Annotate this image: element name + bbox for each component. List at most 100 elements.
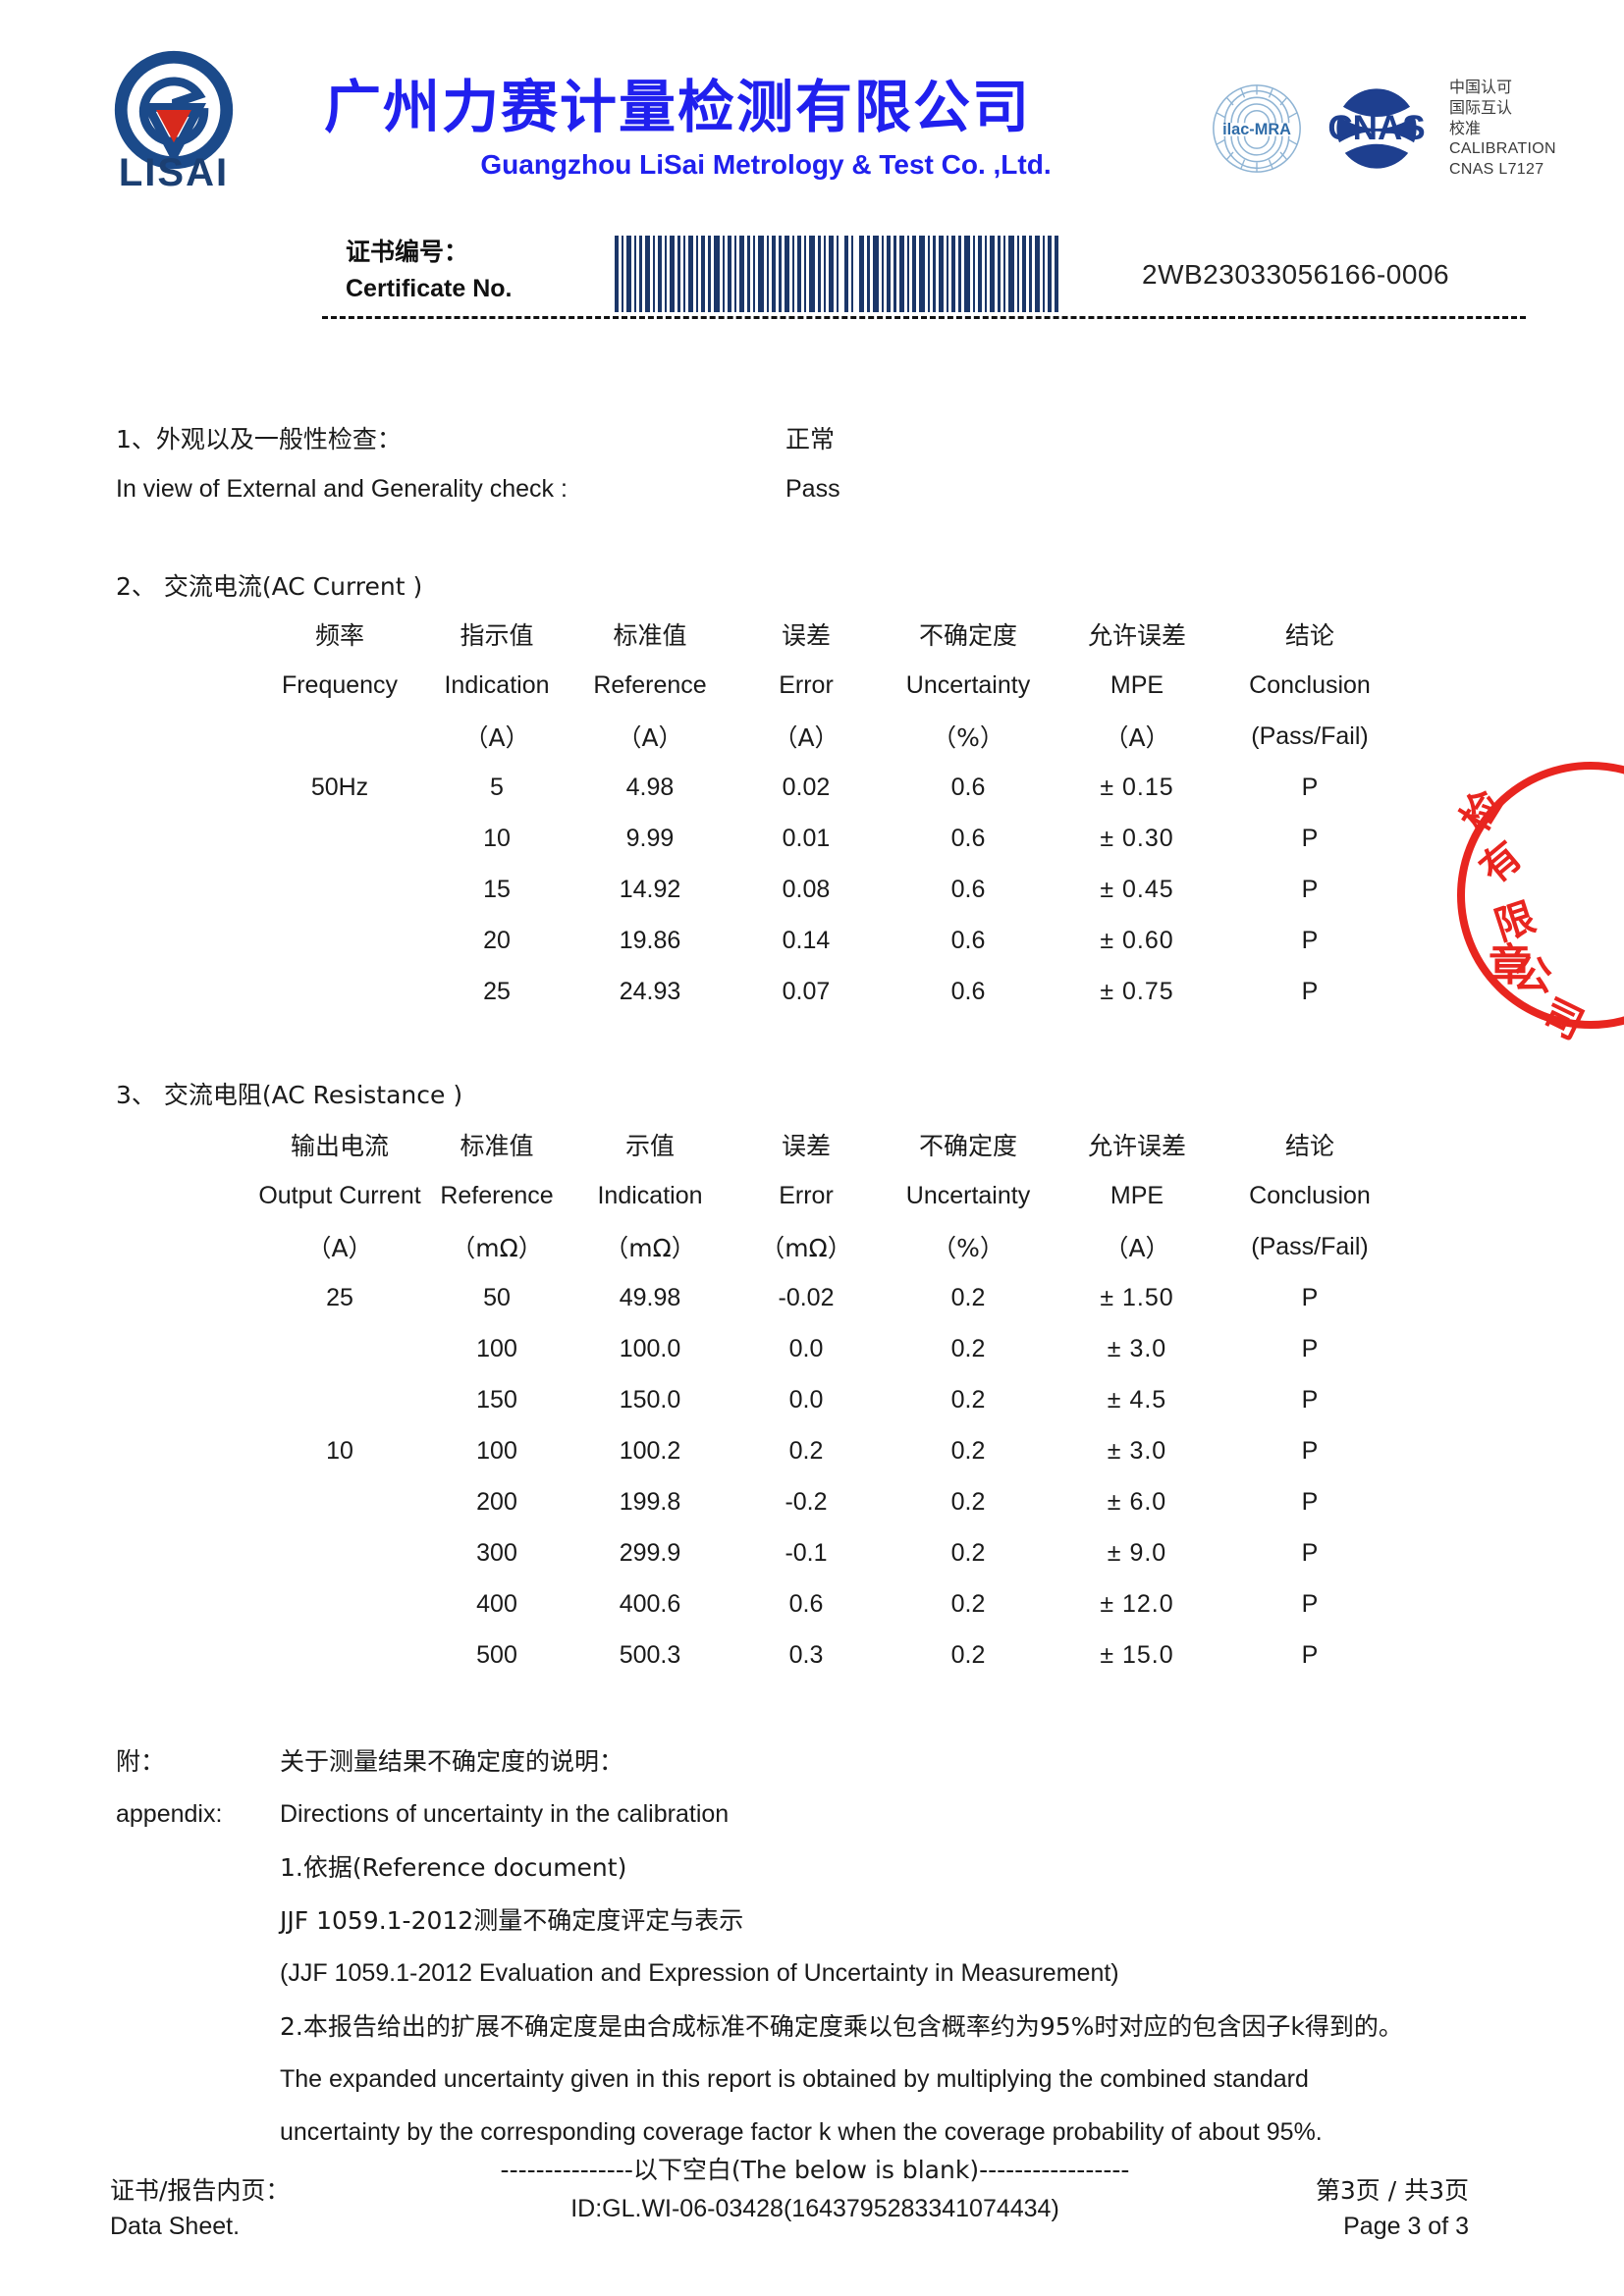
svg-text:限: 限 [1489, 894, 1541, 949]
header-en-output-current: Output Current [258, 1181, 421, 1209]
company-seal-stamp: 检 有 限 公 司 章 [1452, 762, 1624, 1042]
cell-error: 0.07 [782, 977, 831, 1005]
cell-conclusion: P [1301, 926, 1319, 954]
appendix-line-1: 1.依据(Reference document) [280, 1853, 627, 1882]
cell-mpe: ± 3.0 [1107, 1334, 1167, 1362]
svg-text:公: 公 [1511, 952, 1553, 1000]
footer-page-cn: 第3页 / 共3页 [1315, 2176, 1469, 2205]
unit-mpe: （A） [1104, 1234, 1170, 1262]
cell-indication: 500.3 [619, 1640, 681, 1669]
cell-uncertainty: 0.2 [950, 1283, 986, 1311]
header-en-mpe: MPE [1110, 670, 1164, 699]
cell-error: 0.08 [782, 875, 831, 903]
cell-indication: 49.98 [619, 1283, 681, 1311]
cell-output-current [257, 1578, 422, 1629]
footer-document-id: ID:GL.WI-06-03428(1643795283341074434) [570, 2194, 1059, 2222]
cell-uncertainty: 0.6 [950, 977, 986, 1005]
cell-output-current [257, 1527, 422, 1578]
footer-blank-notice: ---------------以下空白(The below is blank)-… [500, 2156, 1130, 2184]
appendix-line-5: The expanded uncertainty given in this r… [280, 2065, 1309, 2093]
cell-reference: 300 [476, 1538, 517, 1567]
table-row: 200 199.8 -0.2 0.2 ± 6.0 P [257, 1476, 1398, 1527]
header-en-conclusion: Conclusion [1249, 670, 1371, 699]
svg-text:有: 有 [1472, 833, 1531, 893]
section1-title-en: In view of External and Generality check… [116, 475, 568, 503]
certificate-number-value: 2WB23033056166-0006 [1142, 259, 1450, 290]
cell-uncertainty: 0.2 [950, 1487, 986, 1516]
cell-uncertainty: 0.2 [950, 1436, 986, 1465]
ilac-mra-icon: ilac-MRA [1213, 83, 1301, 173]
appendix-label-cn: 附： [116, 1747, 166, 1776]
cell-uncertainty: 0.2 [950, 1640, 986, 1669]
header-en-uncertainty: Uncertainty [905, 1181, 1031, 1209]
cnas-logo-icon: CNAS [1327, 88, 1426, 169]
table-header-row-en: Output Current Reference Indication Erro… [257, 1170, 1398, 1221]
appendix-title-en: Directions of uncertainty in the calibra… [280, 1800, 730, 1828]
table-row: 25 50 49.98 -0.02 0.2 ± 1.50 P [257, 1272, 1398, 1323]
cnas-text-line-5: CNAS L7127 [1449, 161, 1544, 179]
cell-reference: 200 [476, 1487, 517, 1516]
cell-output-current: 10 [326, 1436, 353, 1465]
cell-frequency [257, 813, 422, 864]
company-name-block: 广州力赛计量检测有限公司 Guangzhou LiSai Metrology &… [324, 76, 1208, 181]
header-cn-error: 误差 [781, 1132, 831, 1160]
cell-reference: 14.92 [619, 875, 681, 903]
section2-title: 2、 交流电流(AC Current ) [116, 572, 423, 601]
seal-center-char: 章 [1489, 940, 1532, 990]
section1-title-cn: 1、外观以及一般性检查： [116, 425, 402, 454]
cell-mpe: ± 1.50 [1100, 1283, 1174, 1311]
page-header: LISAI 广州力赛计量检测有限公司 Guangzhou LiSai Metro… [0, 0, 1624, 226]
footer-left: 证书/报告内页： Data Sheet. [110, 2173, 290, 2245]
header-cn-conclusion: 结论 [1284, 1132, 1334, 1160]
table-row: 25 24.93 0.07 0.6 ± 0.75 P [257, 966, 1398, 1017]
cell-reference: 400 [476, 1589, 517, 1618]
cell-reference: 150 [476, 1385, 517, 1414]
header-cn-conclusion: 结论 [1284, 621, 1334, 650]
ac-current-table: 频率 指示值 标准值 误差 不确定度 允许误差 结论 Frequency Ind… [257, 609, 1398, 1017]
header-en-indication: Indication [444, 670, 550, 699]
header-en-reference: Reference [593, 670, 707, 699]
cell-reference: 500 [476, 1640, 517, 1669]
header-cn-indication: 示值 [624, 1132, 675, 1160]
cell-conclusion: P [1301, 977, 1319, 1005]
cell-indication: 100.0 [619, 1334, 681, 1362]
svg-text:司: 司 [1536, 991, 1591, 1042]
lisai-logo-icon [114, 50, 234, 170]
cnas-text-line-2: 国际互认 [1449, 98, 1513, 118]
certificate-number-label: 证书编号： Certificate No. [346, 234, 512, 307]
cell-mpe: ± 0.60 [1100, 926, 1174, 954]
cell-uncertainty: 0.6 [950, 875, 986, 903]
header-en-error: Error [779, 670, 834, 699]
cell-error: 0.0 [788, 1385, 824, 1414]
cell-mpe: ± 9.0 [1107, 1538, 1167, 1567]
footer-datasheet-cn: 证书/报告内页： [110, 2176, 291, 2205]
cell-conclusion: P [1301, 824, 1319, 852]
appendix-label-en: appendix: [116, 1800, 223, 1828]
cell-uncertainty: 0.2 [950, 1538, 986, 1567]
cell-mpe: ± 15.0 [1100, 1640, 1174, 1669]
unit-uncertainty: （%） [932, 1234, 1004, 1262]
table-row: 150 150.0 0.0 0.2 ± 4.5 P [257, 1374, 1398, 1425]
cell-mpe: ± 0.45 [1100, 875, 1174, 903]
appendix-line-4: 2.本报告给出的扩展不确定度是由合成标准不确定度乘以包含概率约为95%时对应的包… [280, 2012, 1403, 2041]
table-row: 15 14.92 0.08 0.6 ± 0.45 P [257, 864, 1398, 915]
cell-mpe: ± 0.75 [1100, 977, 1174, 1005]
cell-frequency: 50Hz [310, 773, 369, 801]
header-cn-error: 误差 [781, 621, 831, 650]
header-en-uncertainty: Uncertainty [905, 670, 1031, 699]
table-units-row: （A） （mΩ） （mΩ） （mΩ） （%） （A） (Pass/Fail) [257, 1221, 1398, 1272]
cnas-wordmark: CNAS [1327, 109, 1425, 147]
cell-uncertainty: 0.6 [950, 773, 986, 801]
section1-value-cn: 正常 [785, 425, 836, 454]
header-en-conclusion: Conclusion [1249, 1181, 1371, 1209]
cell-indication: 10 [483, 824, 511, 852]
cell-reference: 19.86 [619, 926, 681, 954]
certificate-label-cn: 证书编号： [346, 238, 469, 266]
barcode-icon [615, 236, 1058, 312]
section1-value-en: Pass [785, 475, 840, 503]
header-divider [322, 316, 1526, 319]
cell-reference: 50 [483, 1283, 511, 1311]
header-cn-reference: 标准值 [613, 621, 687, 650]
cell-output-current [257, 1374, 422, 1425]
